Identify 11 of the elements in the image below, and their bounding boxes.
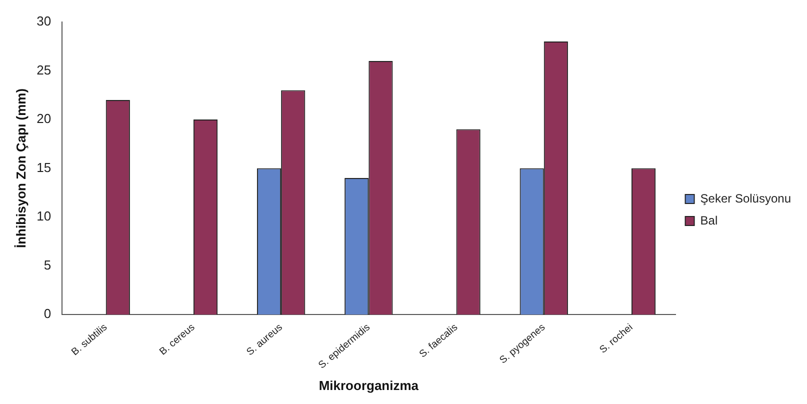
y-tick-label: 0 (44, 306, 52, 322)
legend-label: Şeker Solüsyonu (700, 191, 792, 206)
y-axis-title: İnhibisyon Zon Çapı (mm) (13, 88, 28, 248)
x-axis-title: Mikroorganizma (318, 378, 420, 393)
legend-label: Bal (700, 213, 718, 228)
y-tick-label: 5 (44, 257, 52, 272)
y-tick-label: 15 (36, 160, 52, 175)
y-tick-label: 10 (36, 208, 52, 224)
y-tick-label: 25 (36, 62, 52, 78)
y-tick-label: 30 (36, 14, 52, 29)
y-tick-label: 20 (36, 111, 52, 126)
